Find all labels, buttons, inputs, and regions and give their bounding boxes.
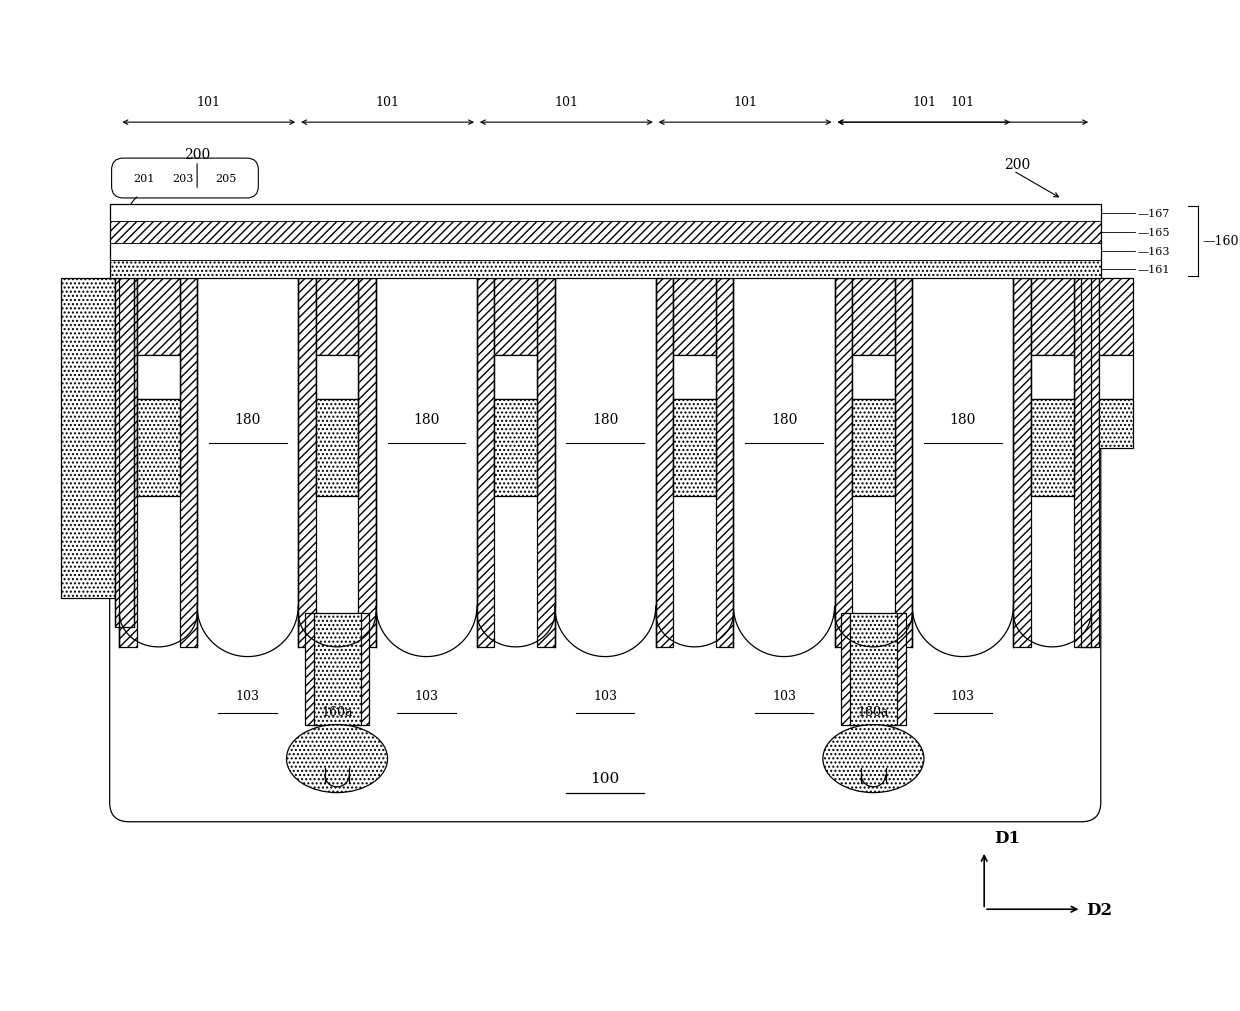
Bar xyxy=(835,278,852,647)
Bar xyxy=(136,399,180,496)
Text: 201: 201 xyxy=(133,174,154,184)
Bar xyxy=(495,278,537,356)
Bar xyxy=(1030,356,1074,399)
Bar xyxy=(358,278,376,647)
Bar xyxy=(180,278,197,647)
Bar xyxy=(1081,278,1099,647)
Text: 180: 180 xyxy=(591,412,619,426)
Text: 180: 180 xyxy=(413,412,440,426)
Bar xyxy=(316,356,358,399)
Text: D2: D2 xyxy=(1086,901,1112,918)
Bar xyxy=(673,356,715,399)
Bar xyxy=(1099,278,1133,356)
Bar xyxy=(314,614,361,725)
Text: 200: 200 xyxy=(184,148,211,162)
Bar xyxy=(895,278,913,647)
Bar xyxy=(119,278,136,647)
Bar xyxy=(109,261,1101,278)
Bar xyxy=(356,614,370,725)
Bar xyxy=(656,278,673,647)
Text: 103: 103 xyxy=(773,690,796,703)
Bar xyxy=(673,278,715,356)
Text: D1: D1 xyxy=(994,829,1021,846)
Bar xyxy=(109,222,1101,244)
Text: 101: 101 xyxy=(951,95,975,108)
Text: 101: 101 xyxy=(376,95,399,108)
Text: 101: 101 xyxy=(911,95,936,108)
Text: 200: 200 xyxy=(1003,158,1030,172)
Text: —165: —165 xyxy=(1138,227,1171,238)
Ellipse shape xyxy=(286,725,388,793)
Bar xyxy=(136,278,180,356)
Bar xyxy=(1099,356,1133,399)
Bar xyxy=(673,399,715,496)
Text: 100: 100 xyxy=(590,771,620,786)
Bar xyxy=(1030,278,1074,356)
Bar xyxy=(298,278,316,647)
Text: 180: 180 xyxy=(771,412,797,426)
Bar xyxy=(114,278,134,628)
Bar xyxy=(495,356,537,399)
Bar xyxy=(841,614,856,725)
Text: 160a: 160a xyxy=(321,706,353,719)
Bar xyxy=(849,614,897,725)
Bar xyxy=(316,399,358,496)
Text: 103: 103 xyxy=(414,690,439,703)
Bar xyxy=(1074,278,1091,647)
Text: 103: 103 xyxy=(593,690,618,703)
Bar xyxy=(1013,278,1030,647)
Text: 101: 101 xyxy=(554,95,578,108)
Bar xyxy=(892,614,905,725)
Bar xyxy=(1099,399,1133,448)
Bar xyxy=(109,244,1101,261)
Bar xyxy=(852,278,895,356)
Ellipse shape xyxy=(823,725,924,793)
Bar xyxy=(495,399,537,496)
Bar xyxy=(109,204,1101,222)
Text: —160: —160 xyxy=(1203,235,1239,248)
Text: 103: 103 xyxy=(951,690,975,703)
Bar xyxy=(715,278,734,647)
Text: 180: 180 xyxy=(234,412,260,426)
Bar xyxy=(61,278,114,599)
Bar xyxy=(109,204,1101,278)
Bar xyxy=(537,278,554,647)
Text: —163: —163 xyxy=(1138,247,1171,257)
Text: 101: 101 xyxy=(733,95,758,108)
Text: 103: 103 xyxy=(236,690,259,703)
Text: 180: 180 xyxy=(950,412,976,426)
Bar xyxy=(316,278,358,356)
FancyBboxPatch shape xyxy=(109,278,1101,822)
Bar xyxy=(305,614,319,725)
Bar xyxy=(852,399,895,496)
Text: —167: —167 xyxy=(1138,208,1171,218)
Text: 203: 203 xyxy=(172,174,193,184)
Text: 101: 101 xyxy=(197,95,221,108)
Text: 205: 205 xyxy=(216,174,237,184)
Text: —161: —161 xyxy=(1138,265,1171,275)
Bar xyxy=(477,278,495,647)
Bar xyxy=(136,356,180,399)
Text: 160a: 160a xyxy=(858,706,889,719)
Bar xyxy=(852,356,895,399)
Bar xyxy=(1030,399,1074,496)
